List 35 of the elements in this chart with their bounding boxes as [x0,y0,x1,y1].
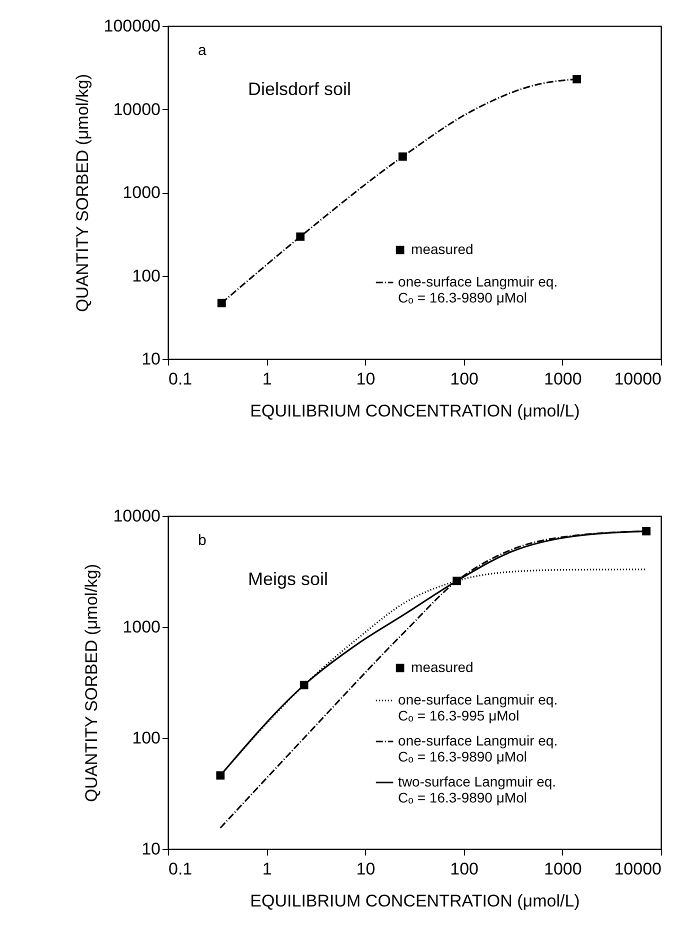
x-tick-label: 0.1 [168,860,192,878]
y-tick-label: 100 [132,728,160,748]
x-axis-title: EQUILIBRIUM CONCENTRATION (μmol/L) [250,892,580,910]
x-tick-label: 10000 [614,860,662,878]
x-tick-label: 100 [450,370,478,388]
x-tick-label: 1000 [544,860,582,878]
legend-label: one-surface Langmuir eq. Cₒ = 16.3-9890 μMol [398,732,558,764]
y-tick-label: 10 [142,840,160,858]
x-tick-label: 10 [356,370,376,388]
annotation: Meigs soil [248,569,328,589]
y-tick-label: 10000 [113,506,160,526]
y-tick-label: 1000 [122,618,160,636]
annotation: Dielsdorf soil [248,79,352,99]
y-tick-label: 1000 [122,183,160,202]
legend-label: one-surface Langmuir eq. Cₒ = 16.3-995 μMol [398,692,558,724]
x-tick-label: 100 [450,860,478,878]
legend-label: measured [411,659,474,675]
y-tick-label: 10000 [113,100,160,119]
legend-label: one-surface Langmuir eq. Cₒ = 16.3-9890 μMol [398,274,558,306]
x-tick-label: 1 [262,370,272,388]
x-tick-label: 0.1 [168,370,192,388]
y-axis-title: QUANTITY SORBED (μmol/kg) [72,74,92,312]
legend-label: two-surface Langmuir eq. Cₒ = 16.3-9890 μMol [398,774,556,806]
y-axis-title: QUANTITY SORBED (μmol/kg) [82,564,102,802]
legend-label: measured [411,241,474,257]
annotation: a [198,42,207,59]
y-tick-label: 100000 [104,16,160,36]
y-tick-label: 10 [142,350,160,368]
x-tick-label: 10 [356,860,376,878]
x-tick-label: 1 [262,860,272,878]
y-tick-label: 100 [132,266,160,286]
x-tick-label: 10000 [614,370,662,388]
x-tick-label: 1000 [544,370,582,388]
x-axis-title: EQUILIBRIUM CONCENTRATION (μmol/L) [250,402,580,420]
annotation: b [198,532,206,549]
